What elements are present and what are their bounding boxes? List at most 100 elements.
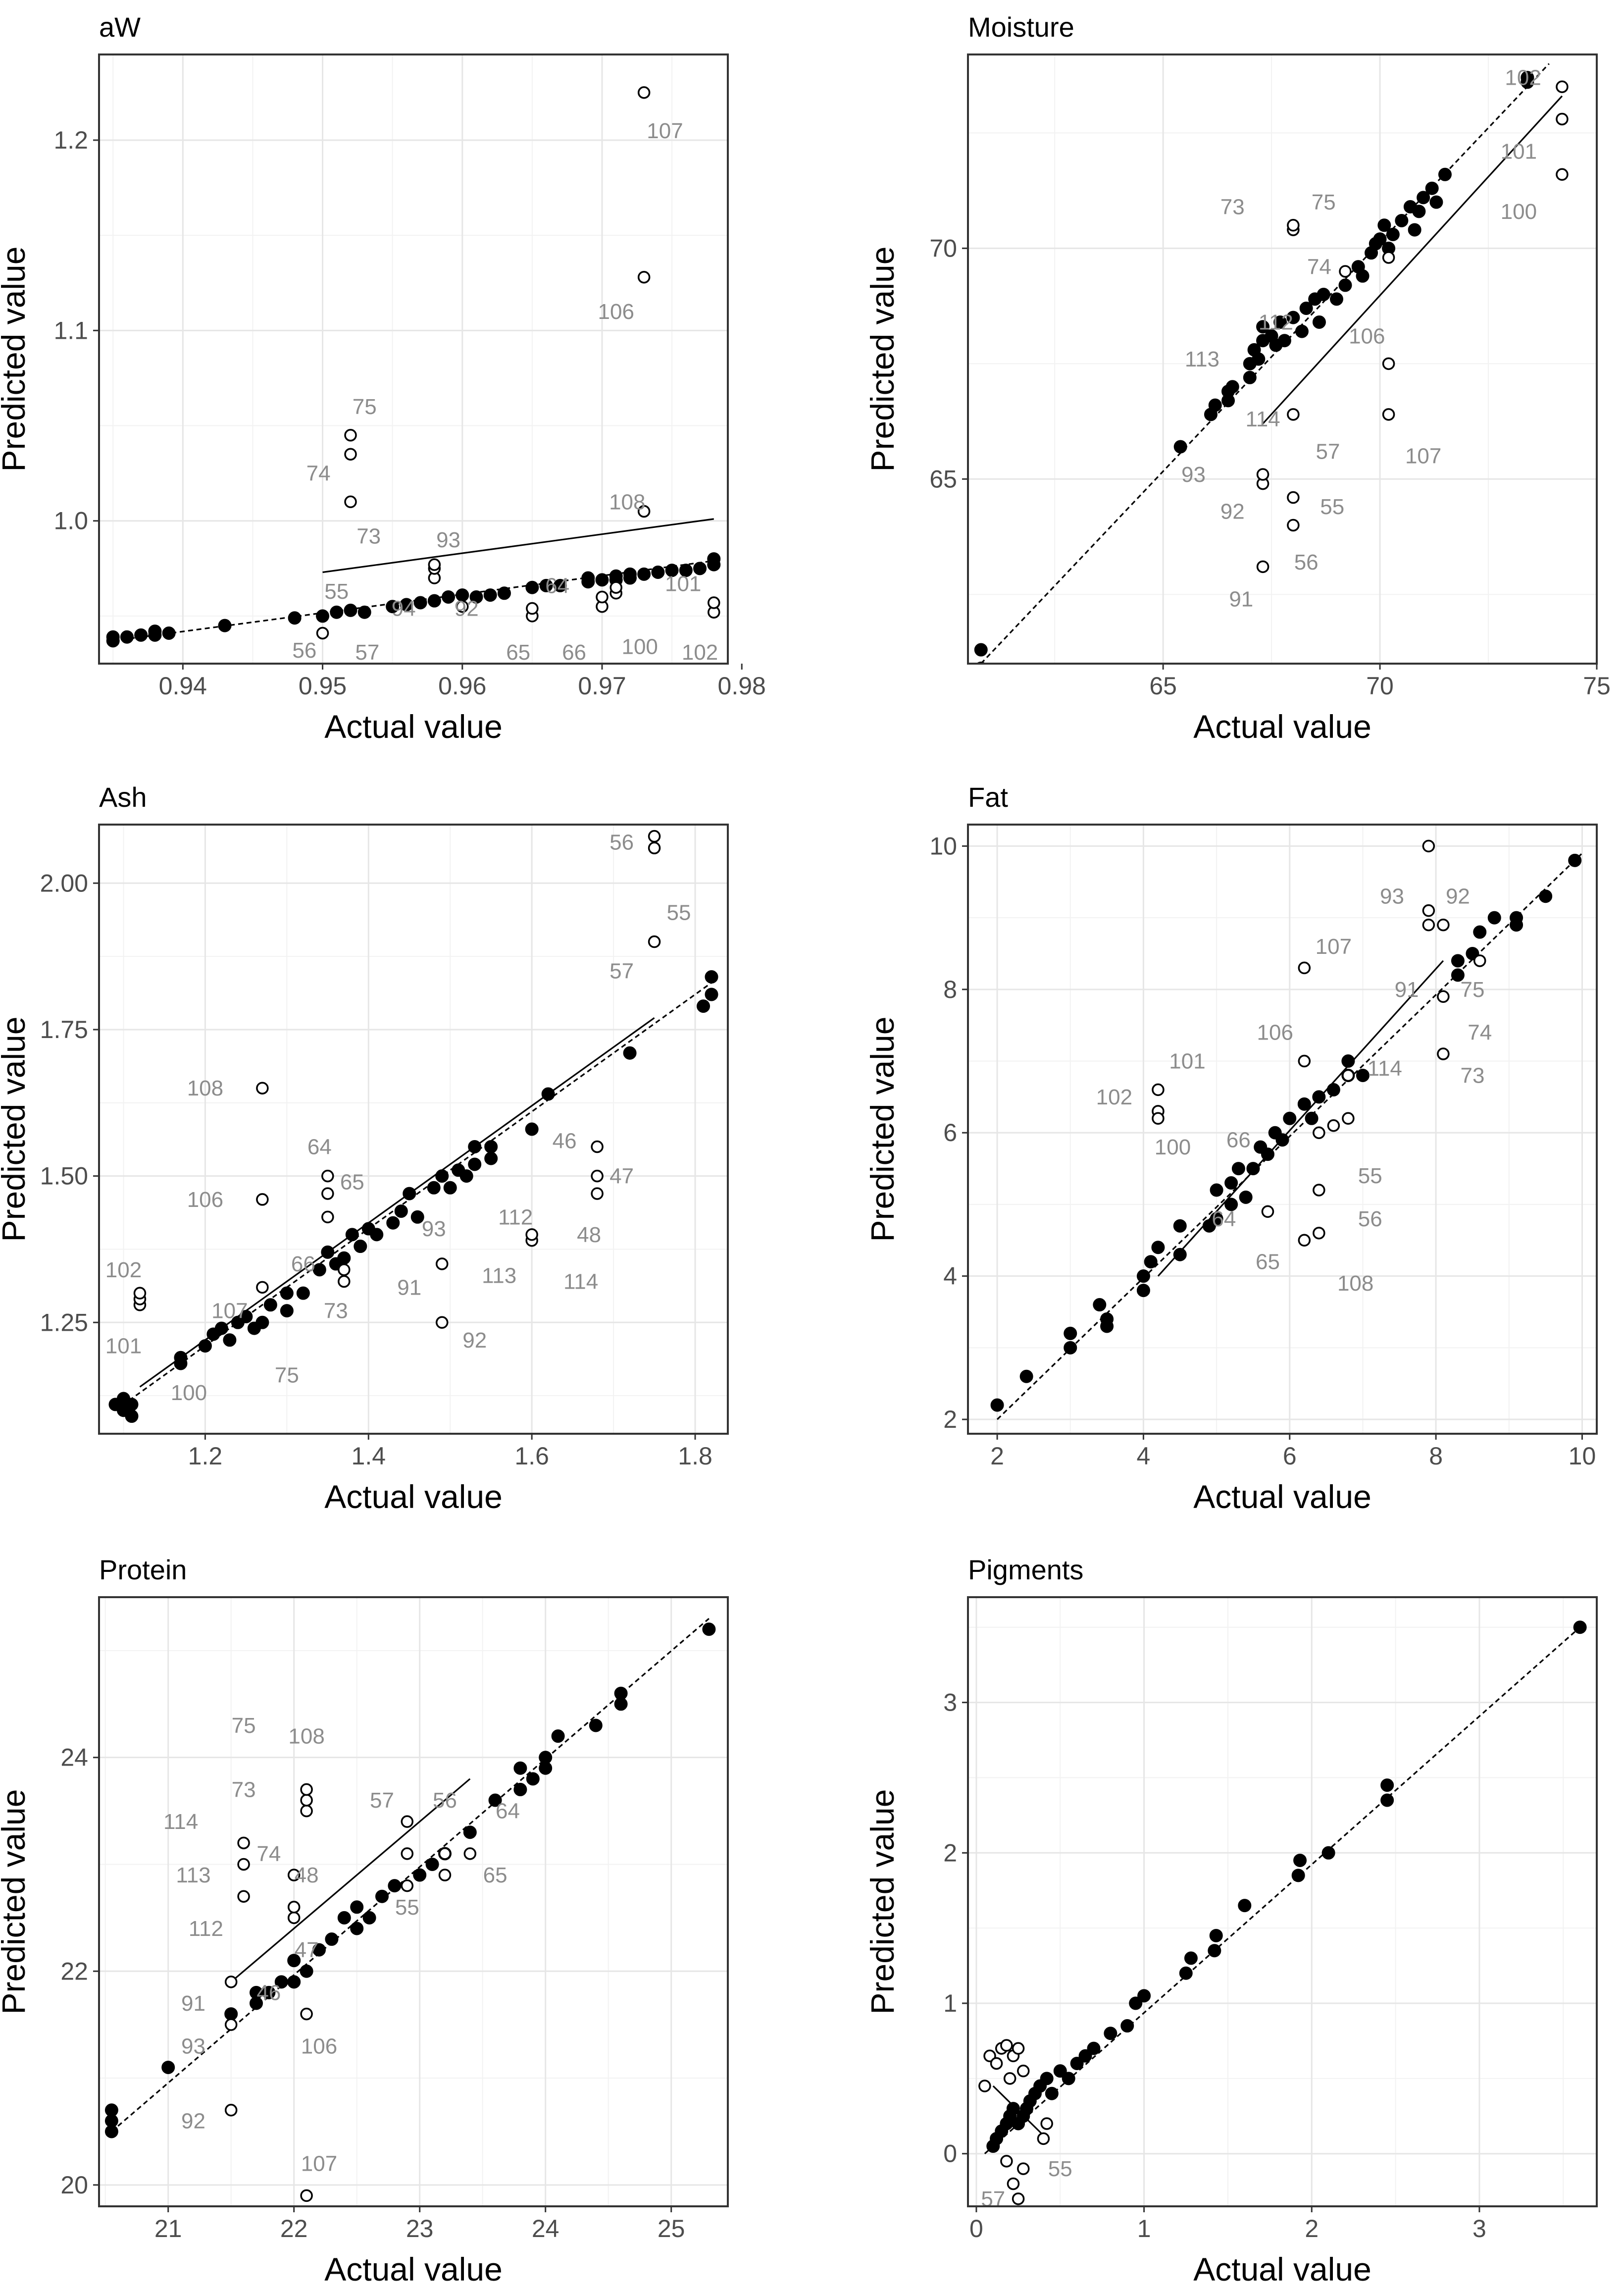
protein-point-filled — [589, 1719, 603, 1732]
moisture-point-filled — [1356, 269, 1370, 283]
protein-point-filled — [702, 1622, 716, 1636]
protein-point-open — [224, 1976, 238, 1988]
pigments-point-open — [1012, 2042, 1025, 2055]
moisture-point-filled — [1329, 292, 1343, 306]
fat-point-label: 93 — [1380, 885, 1404, 909]
pigments-point-open — [1000, 2039, 1013, 2052]
fat-point-filled — [1451, 968, 1465, 982]
pigments-x-tick-label: 1 — [1137, 2215, 1151, 2242]
ash-x-tick-label: 1.2 — [188, 1442, 223, 1470]
aw-y-tick-label: 1.0 — [53, 507, 88, 535]
pigments-point-filled — [1045, 2086, 1059, 2100]
ash-point-filled — [697, 999, 710, 1013]
fat-point-label: 107 — [1316, 935, 1352, 959]
ash-point-label: 75 — [275, 1363, 299, 1388]
aw-point-filled — [651, 566, 665, 579]
aw-point-label: 55 — [324, 579, 349, 604]
ash-point-filled — [468, 1157, 482, 1171]
fat-point-filled — [1231, 1162, 1245, 1176]
fat-point-open — [1261, 1205, 1274, 1218]
protein-x-axis-title: Actual value — [324, 2251, 503, 2288]
protein-point-label: 56 — [433, 1788, 457, 1813]
protein-point-filled — [362, 1911, 376, 1925]
pigments-point-open — [1003, 2072, 1016, 2085]
protein-point-label: 91 — [181, 1991, 205, 2016]
aw-point-filled — [106, 630, 120, 644]
aw-point-label: 101 — [665, 572, 701, 596]
pigments-point-filled — [1070, 2056, 1084, 2070]
ash-point-open — [338, 1263, 351, 1276]
protein-data-layer: 75 108 73 57 56 114 74 64 113 48 65 112 55 47 91 46 93 10… — [104, 1617, 716, 2202]
pigments-point-open — [1007, 2177, 1020, 2190]
moisture-point-open — [1287, 408, 1300, 421]
aw-point-filled — [693, 562, 707, 575]
fat-dashed-fit-line — [996, 852, 1583, 1420]
protein-point-label: 106 — [301, 2034, 337, 2058]
pigments-point-label: 55 — [1048, 2157, 1072, 2181]
aw-point-filled — [442, 590, 456, 604]
moisture-point-filled — [1338, 278, 1352, 292]
ash-point-filled — [435, 1169, 449, 1183]
ash-point-open — [256, 1193, 269, 1206]
fat-point-label: 65 — [1256, 1250, 1280, 1274]
protein-point-open — [401, 1815, 414, 1828]
pigments-point-open — [1037, 2132, 1050, 2145]
ash-point-open — [648, 841, 661, 855]
pigments-point-filled — [1179, 1966, 1193, 1980]
pigments-point-filled — [1291, 1869, 1305, 1882]
ash-point-label: 92 — [462, 1328, 487, 1353]
protein-point-filled — [526, 1772, 540, 1786]
fat-point-filled — [1283, 1111, 1297, 1125]
ash-point-label: 55 — [667, 900, 691, 925]
fat-point-label: 108 — [1337, 1271, 1373, 1296]
moisture-point-label: 55 — [1320, 495, 1344, 519]
protein-point-filled — [300, 1964, 313, 1978]
fat-point-filled — [1210, 1183, 1223, 1197]
ash-point-filled — [198, 1339, 212, 1353]
fat-point-filled — [1064, 1341, 1077, 1354]
ash-x-tick-label: 1.4 — [352, 1442, 386, 1470]
fat-point-filled — [1224, 1198, 1238, 1211]
protein-point-label: 112 — [189, 1917, 223, 1941]
ash-point-filled — [541, 1087, 555, 1101]
ash-y-tick-label: 2.00 — [40, 869, 88, 897]
moisture-point-filled — [1438, 167, 1452, 181]
protein-point-open — [287, 1911, 301, 1925]
ash-point-open — [133, 1287, 147, 1300]
protein-point-filled — [614, 1686, 628, 1700]
ash-point-open — [321, 1187, 334, 1200]
aw-point-label: 75 — [353, 395, 377, 419]
ash-point-label: 114 — [563, 1270, 598, 1294]
protein-point-filled — [425, 1857, 439, 1871]
moisture-point-filled — [1295, 324, 1309, 338]
ash-point-filled — [484, 1140, 498, 1153]
aw-point-open — [428, 558, 441, 571]
fat-point-open — [1437, 918, 1450, 932]
pigments-y-axis-title: Predicted value — [864, 1789, 901, 2015]
ash-point-open — [591, 1140, 604, 1153]
pigments-x-axis-title: Actual value — [1193, 2251, 1371, 2288]
protein-point-filled — [388, 1879, 402, 1893]
pigments-point-filled — [1120, 2019, 1134, 2033]
fat-y-tick-label: 10 — [929, 832, 957, 860]
protein-y-tick-label: 24 — [60, 1744, 88, 1771]
moisture-point-open — [1339, 265, 1352, 278]
fat-point-filled — [1173, 1248, 1187, 1261]
fat-point-open — [1313, 1227, 1325, 1240]
protein-point-filled — [262, 1985, 276, 1999]
pigments-y-tick-label: 0 — [943, 2140, 957, 2168]
fat-point-filled — [1341, 1054, 1355, 1068]
protein-point-filled — [287, 1975, 301, 1989]
moisture-point-open — [1256, 468, 1269, 481]
fat-x-tick-label: 2 — [990, 1442, 1004, 1470]
moisture-point-label: 93 — [1181, 463, 1206, 487]
pigments-point-filled — [1137, 1989, 1151, 2003]
ash-point-label: 66 — [291, 1252, 315, 1276]
moisture-point-filled — [1408, 223, 1421, 237]
pigments-point-filled — [1238, 1899, 1252, 1913]
fat-point-filled — [1144, 1255, 1158, 1269]
ash-point-label: 47 — [609, 1164, 634, 1189]
ash-point-label: 57 — [609, 959, 634, 984]
moisture-point-filled — [974, 643, 988, 657]
ash-point-filled — [394, 1204, 408, 1218]
